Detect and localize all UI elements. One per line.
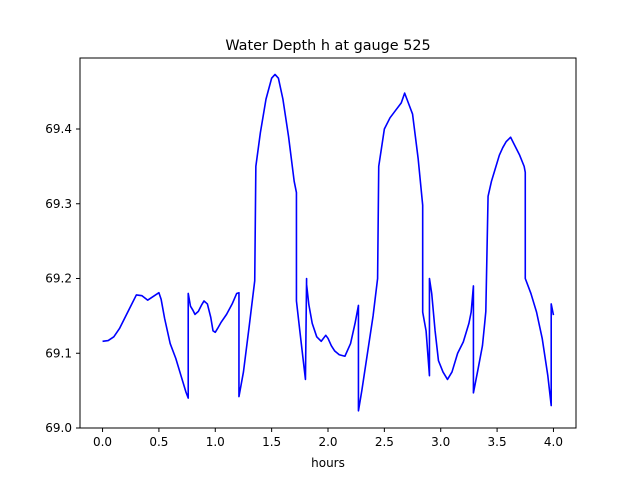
- x-tick-label: 1.0: [206, 435, 225, 449]
- x-axis-label: hours: [311, 456, 345, 470]
- x-tick-label: 0.0: [93, 435, 112, 449]
- x-tick-label: 0.5: [149, 435, 168, 449]
- y-tick-label: 69.4: [45, 122, 72, 136]
- chart-title: Water Depth h at gauge 525: [225, 38, 430, 54]
- x-tick-label: 3.0: [431, 435, 450, 449]
- x-tick-label: 2.0: [318, 435, 337, 449]
- x-tick-label: 4.0: [544, 435, 563, 449]
- plot-area: [102, 73, 555, 412]
- x-tick-label: 3.5: [488, 435, 507, 449]
- y-tick-label: 69.3: [45, 197, 72, 211]
- x-axis: 0.0 0.5 1.0 1.5 2.0 2.5 3.0 3.5 4.0: [93, 428, 563, 449]
- x-tick-label: 2.5: [375, 435, 394, 449]
- x-tick-label: 1.5: [262, 435, 281, 449]
- y-tick-label: 69.0: [45, 421, 72, 435]
- y-axis: 69.0 69.1 69.2 69.3 69.4: [45, 122, 80, 435]
- y-tick-label: 69.2: [45, 272, 72, 286]
- y-tick-label: 69.1: [45, 346, 72, 360]
- series-line: [102, 73, 555, 412]
